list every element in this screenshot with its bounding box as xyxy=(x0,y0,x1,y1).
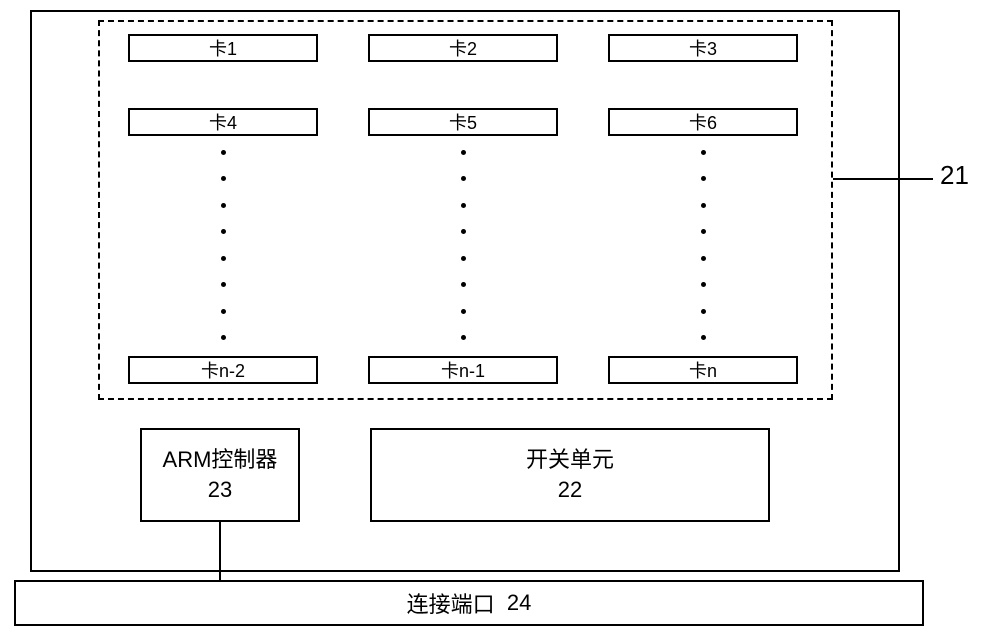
card-n: 卡n xyxy=(608,356,798,384)
card-n-1: 卡n-1 xyxy=(368,356,558,384)
ref-21-leader xyxy=(833,178,933,180)
card-5-label: 卡5 xyxy=(449,109,477,135)
card-6-label: 卡6 xyxy=(689,109,717,135)
arm-controller-ref: 23 xyxy=(208,475,232,505)
card-2-label: 卡2 xyxy=(449,35,477,61)
ellipsis-col-2 xyxy=(459,150,467,340)
card-1: 卡1 xyxy=(128,34,318,62)
ellipsis-col-3 xyxy=(699,150,707,340)
card-3-label: 卡3 xyxy=(689,35,717,61)
card-n-2: 卡n-2 xyxy=(128,356,318,384)
connection-port-block: 连接端口 24 xyxy=(14,580,924,626)
connection-port-ref: 24 xyxy=(507,590,531,616)
card-n-label: 卡n xyxy=(689,357,717,383)
ellipsis-col-1 xyxy=(219,150,227,340)
arm-controller-block: ARM控制器 23 xyxy=(140,428,300,522)
card-n-1-label: 卡n-1 xyxy=(441,357,485,383)
switch-unit-block: 开关单元 22 xyxy=(370,428,770,522)
card-6: 卡6 xyxy=(608,108,798,136)
arm-controller-label: ARM控制器 xyxy=(163,445,278,475)
card-1-label: 卡1 xyxy=(209,35,237,61)
card-5: 卡5 xyxy=(368,108,558,136)
card-4-label: 卡4 xyxy=(209,109,237,135)
card-2: 卡2 xyxy=(368,34,558,62)
connection-port-label: 连接端口 xyxy=(407,587,495,619)
switch-unit-label: 开关单元 xyxy=(526,445,614,475)
switch-unit-ref: 22 xyxy=(558,475,582,505)
card-3: 卡3 xyxy=(608,34,798,62)
card-n-2-label: 卡n-2 xyxy=(201,357,245,383)
connector-arm-to-port xyxy=(219,522,221,580)
ref-21-label: 21 xyxy=(940,160,969,191)
card-4: 卡4 xyxy=(128,108,318,136)
